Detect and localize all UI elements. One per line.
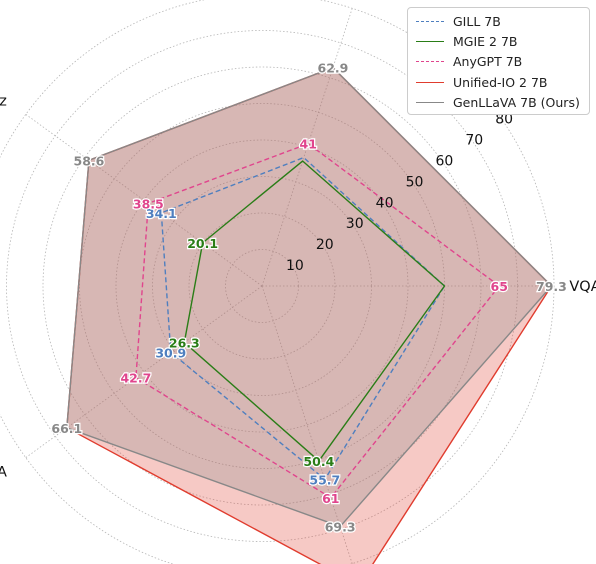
legend-item-gill-7b: GILL 7B [416, 11, 581, 31]
legend-label: AnyGPT 7B [453, 54, 523, 70]
data-label-mgie-2-7b-textvqa: 26.3 [169, 335, 200, 350]
data-label-anygpt-7b-gqa: 41 [300, 137, 317, 152]
legend-swatch [416, 20, 444, 22]
legend-item-anygpt-7b: AnyGPT 7B [416, 52, 581, 72]
series-line-anygpt-7b [135, 142, 500, 499]
legend-label: GenLLaVA 7B (Ours) [453, 95, 580, 111]
series-areas [66, 67, 552, 564]
tick-label-40: 40 [376, 195, 394, 211]
data-label-gill-7b-textvqa: 30.9 [155, 345, 186, 360]
series-line-genllava-7b-ours [66, 66, 553, 528]
legend-swatch [416, 102, 444, 104]
area-genllava-7b-ours [66, 67, 552, 527]
tick-label-80: 80 [495, 112, 513, 128]
legend-swatch [416, 61, 444, 63]
data-label-genllava-7b-ours-gqa: 62.9 [318, 61, 349, 76]
tick-label-20: 20 [316, 237, 334, 253]
data-label-gill-7b-vizwiz: 34.1 [146, 206, 177, 221]
axis-label-vqav2: VQAv2 [569, 279, 596, 295]
data-label-anygpt-7b-vizwiz: 38.5 [133, 196, 164, 211]
axis-label-vizwiz: VizWiz [0, 94, 7, 110]
data-label-mgie-2-7b-vizwiz: 20.1 [187, 236, 218, 251]
data-label-anygpt-7b-textvqa: 42.7 [120, 371, 151, 386]
series-lines [66, 66, 553, 564]
data-label-anygpt-7b-vqav2: 65 [491, 279, 508, 294]
data-label-genllava-7b-ours-vizwiz: 58.6 [74, 153, 105, 168]
legend-label: MGIE 2 7B [453, 34, 518, 50]
data-label-genllava-7b-ours-textvqa: 66.1 [51, 421, 82, 436]
grid-circle-20 [188, 212, 336, 360]
legend-item-mgie-2-7b: MGIE 2 7B [416, 31, 581, 51]
legend-swatch [416, 81, 444, 83]
axis-label-textvqa: TextVQA [0, 464, 7, 480]
legend-swatch [416, 41, 444, 43]
data-label-mgie-2-7b-scienceqa: 50.4 [303, 454, 334, 469]
legend-item-genllava-7b-ours: GenLLaVA 7B (Ours) [416, 93, 581, 113]
data-label-genllava-7b-ours-vqav2: 79.3 [536, 279, 567, 294]
data-labels: 34.130.955.720.126.350.4654138.542.76186… [50, 59, 568, 535]
legend-item-unified-io-2-7b: Unified-IO 2 7B [416, 72, 581, 92]
data-label-anygpt-7b-scienceqa: 61 [322, 491, 339, 506]
series-line-mgie-2-7b [183, 160, 446, 462]
grid-circle-40 [115, 139, 409, 433]
tick-label-50: 50 [406, 174, 424, 190]
tick-label-70: 70 [465, 132, 483, 148]
legend-label: GILL 7B [453, 13, 501, 29]
data-label-genllava-7b-ours-scienceqa: 69.3 [325, 520, 356, 535]
radial-tick-labels: 10 20 30 40 50 60 70 80 [286, 112, 513, 275]
series-line-gill-7b [160, 156, 446, 481]
area-unified-io-2-7b [66, 67, 552, 564]
legend-label: Unified-IO 2 7B [453, 74, 548, 90]
tick-label-10: 10 [286, 258, 304, 274]
data-label-gill-7b-scienceqa: 55.7 [309, 472, 340, 487]
tick-label-30: 30 [346, 216, 364, 232]
grid-circle-60 [42, 66, 482, 506]
chart-legend: GILL 7B MGIE 2 7B AnyGPT 7B Unified-IO 2 7B… [407, 7, 590, 115]
tick-label-60: 60 [435, 153, 453, 169]
